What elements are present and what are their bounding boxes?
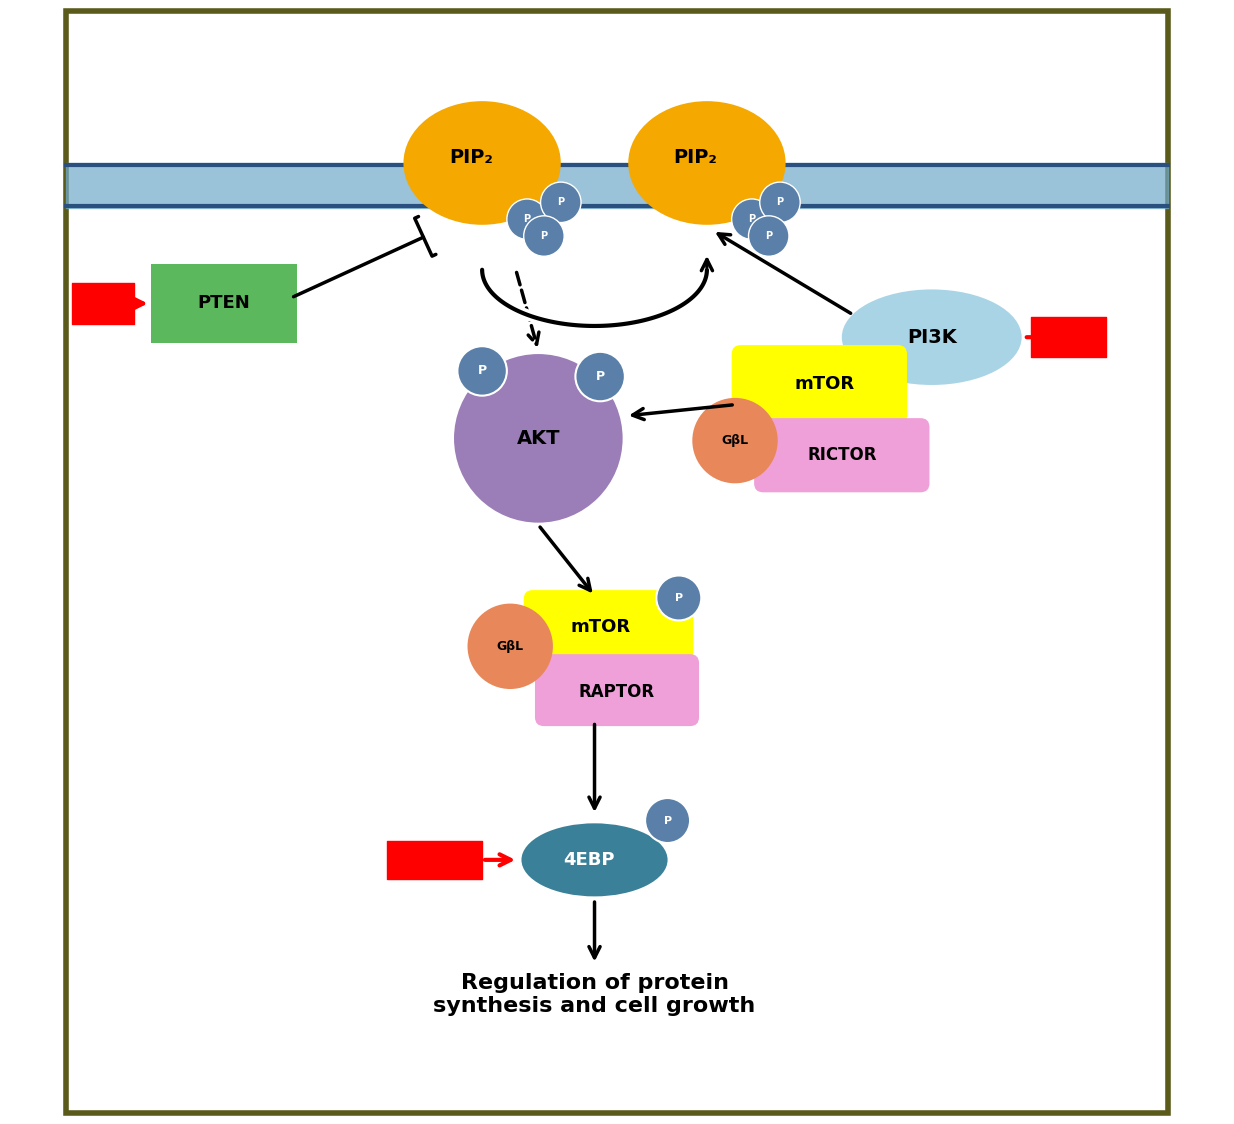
FancyBboxPatch shape <box>536 654 698 726</box>
Text: P: P <box>748 215 755 224</box>
Circle shape <box>468 604 553 689</box>
Circle shape <box>692 398 777 483</box>
Text: P: P <box>765 232 772 241</box>
Text: RAPTOR: RAPTOR <box>579 683 655 701</box>
Text: RICTOR: RICTOR <box>807 446 876 464</box>
Circle shape <box>454 354 623 523</box>
FancyBboxPatch shape <box>754 418 929 492</box>
FancyBboxPatch shape <box>151 264 296 343</box>
Circle shape <box>732 199 772 239</box>
FancyBboxPatch shape <box>732 345 907 425</box>
Text: GβL: GβL <box>496 640 523 653</box>
Text: 4EBP: 4EBP <box>563 851 615 869</box>
Ellipse shape <box>842 289 1022 384</box>
Text: P: P <box>558 198 564 207</box>
Circle shape <box>540 182 581 223</box>
Circle shape <box>523 216 564 256</box>
Text: P: P <box>523 215 531 224</box>
Text: Regulation of protein
synthesis and cell growth: Regulation of protein synthesis and cell… <box>433 973 755 1016</box>
Text: PIP₂: PIP₂ <box>674 148 718 166</box>
Circle shape <box>575 352 624 401</box>
Text: AKT: AKT <box>517 429 560 447</box>
Text: PIP₂: PIP₂ <box>449 148 492 166</box>
Text: mTOR: mTOR <box>795 375 855 393</box>
Text: PTEN: PTEN <box>197 294 251 312</box>
Circle shape <box>507 199 548 239</box>
Text: P: P <box>664 816 671 825</box>
Text: GβL: GβL <box>722 434 749 447</box>
Text: P: P <box>776 198 784 207</box>
Text: P: P <box>540 232 548 241</box>
Text: P: P <box>478 364 486 378</box>
Circle shape <box>458 346 507 396</box>
Text: P: P <box>596 370 605 383</box>
Ellipse shape <box>404 101 560 225</box>
Ellipse shape <box>522 823 668 897</box>
Circle shape <box>656 575 701 620</box>
Circle shape <box>749 216 789 256</box>
Circle shape <box>760 182 800 223</box>
FancyBboxPatch shape <box>523 590 694 667</box>
Circle shape <box>645 798 690 843</box>
Ellipse shape <box>628 101 786 225</box>
Text: P: P <box>675 593 682 602</box>
Text: mTOR: mTOR <box>570 618 631 636</box>
FancyBboxPatch shape <box>67 11 1167 1113</box>
Text: PI3K: PI3K <box>907 328 956 346</box>
